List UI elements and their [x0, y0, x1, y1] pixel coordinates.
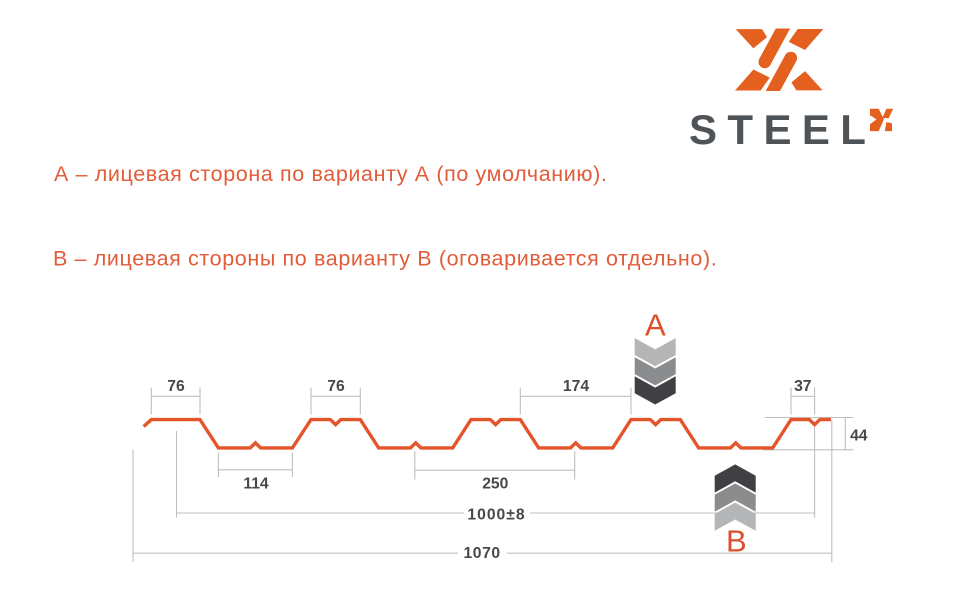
- svg-text:1000±8: 1000±8: [467, 506, 525, 523]
- svg-text:76: 76: [327, 378, 345, 395]
- svg-text:250: 250: [482, 475, 508, 492]
- svg-text:37: 37: [794, 378, 812, 395]
- svg-text:114: 114: [243, 475, 269, 492]
- svg-text:А: А: [645, 308, 666, 343]
- svg-text:В – лицевая стороны по вариант: В – лицевая стороны по варианту В (огова…: [53, 247, 717, 271]
- svg-text:А – лицевая сторона по вариант: А – лицевая сторона по варианту А (по ум…: [54, 162, 608, 186]
- svg-text:76: 76: [167, 378, 185, 395]
- svg-text:44: 44: [850, 427, 868, 444]
- svg-text:В: В: [726, 524, 747, 559]
- svg-text:1070: 1070: [463, 545, 500, 562]
- svg-text:STEEL: STEEL: [689, 106, 876, 153]
- svg-text:174: 174: [563, 378, 589, 395]
